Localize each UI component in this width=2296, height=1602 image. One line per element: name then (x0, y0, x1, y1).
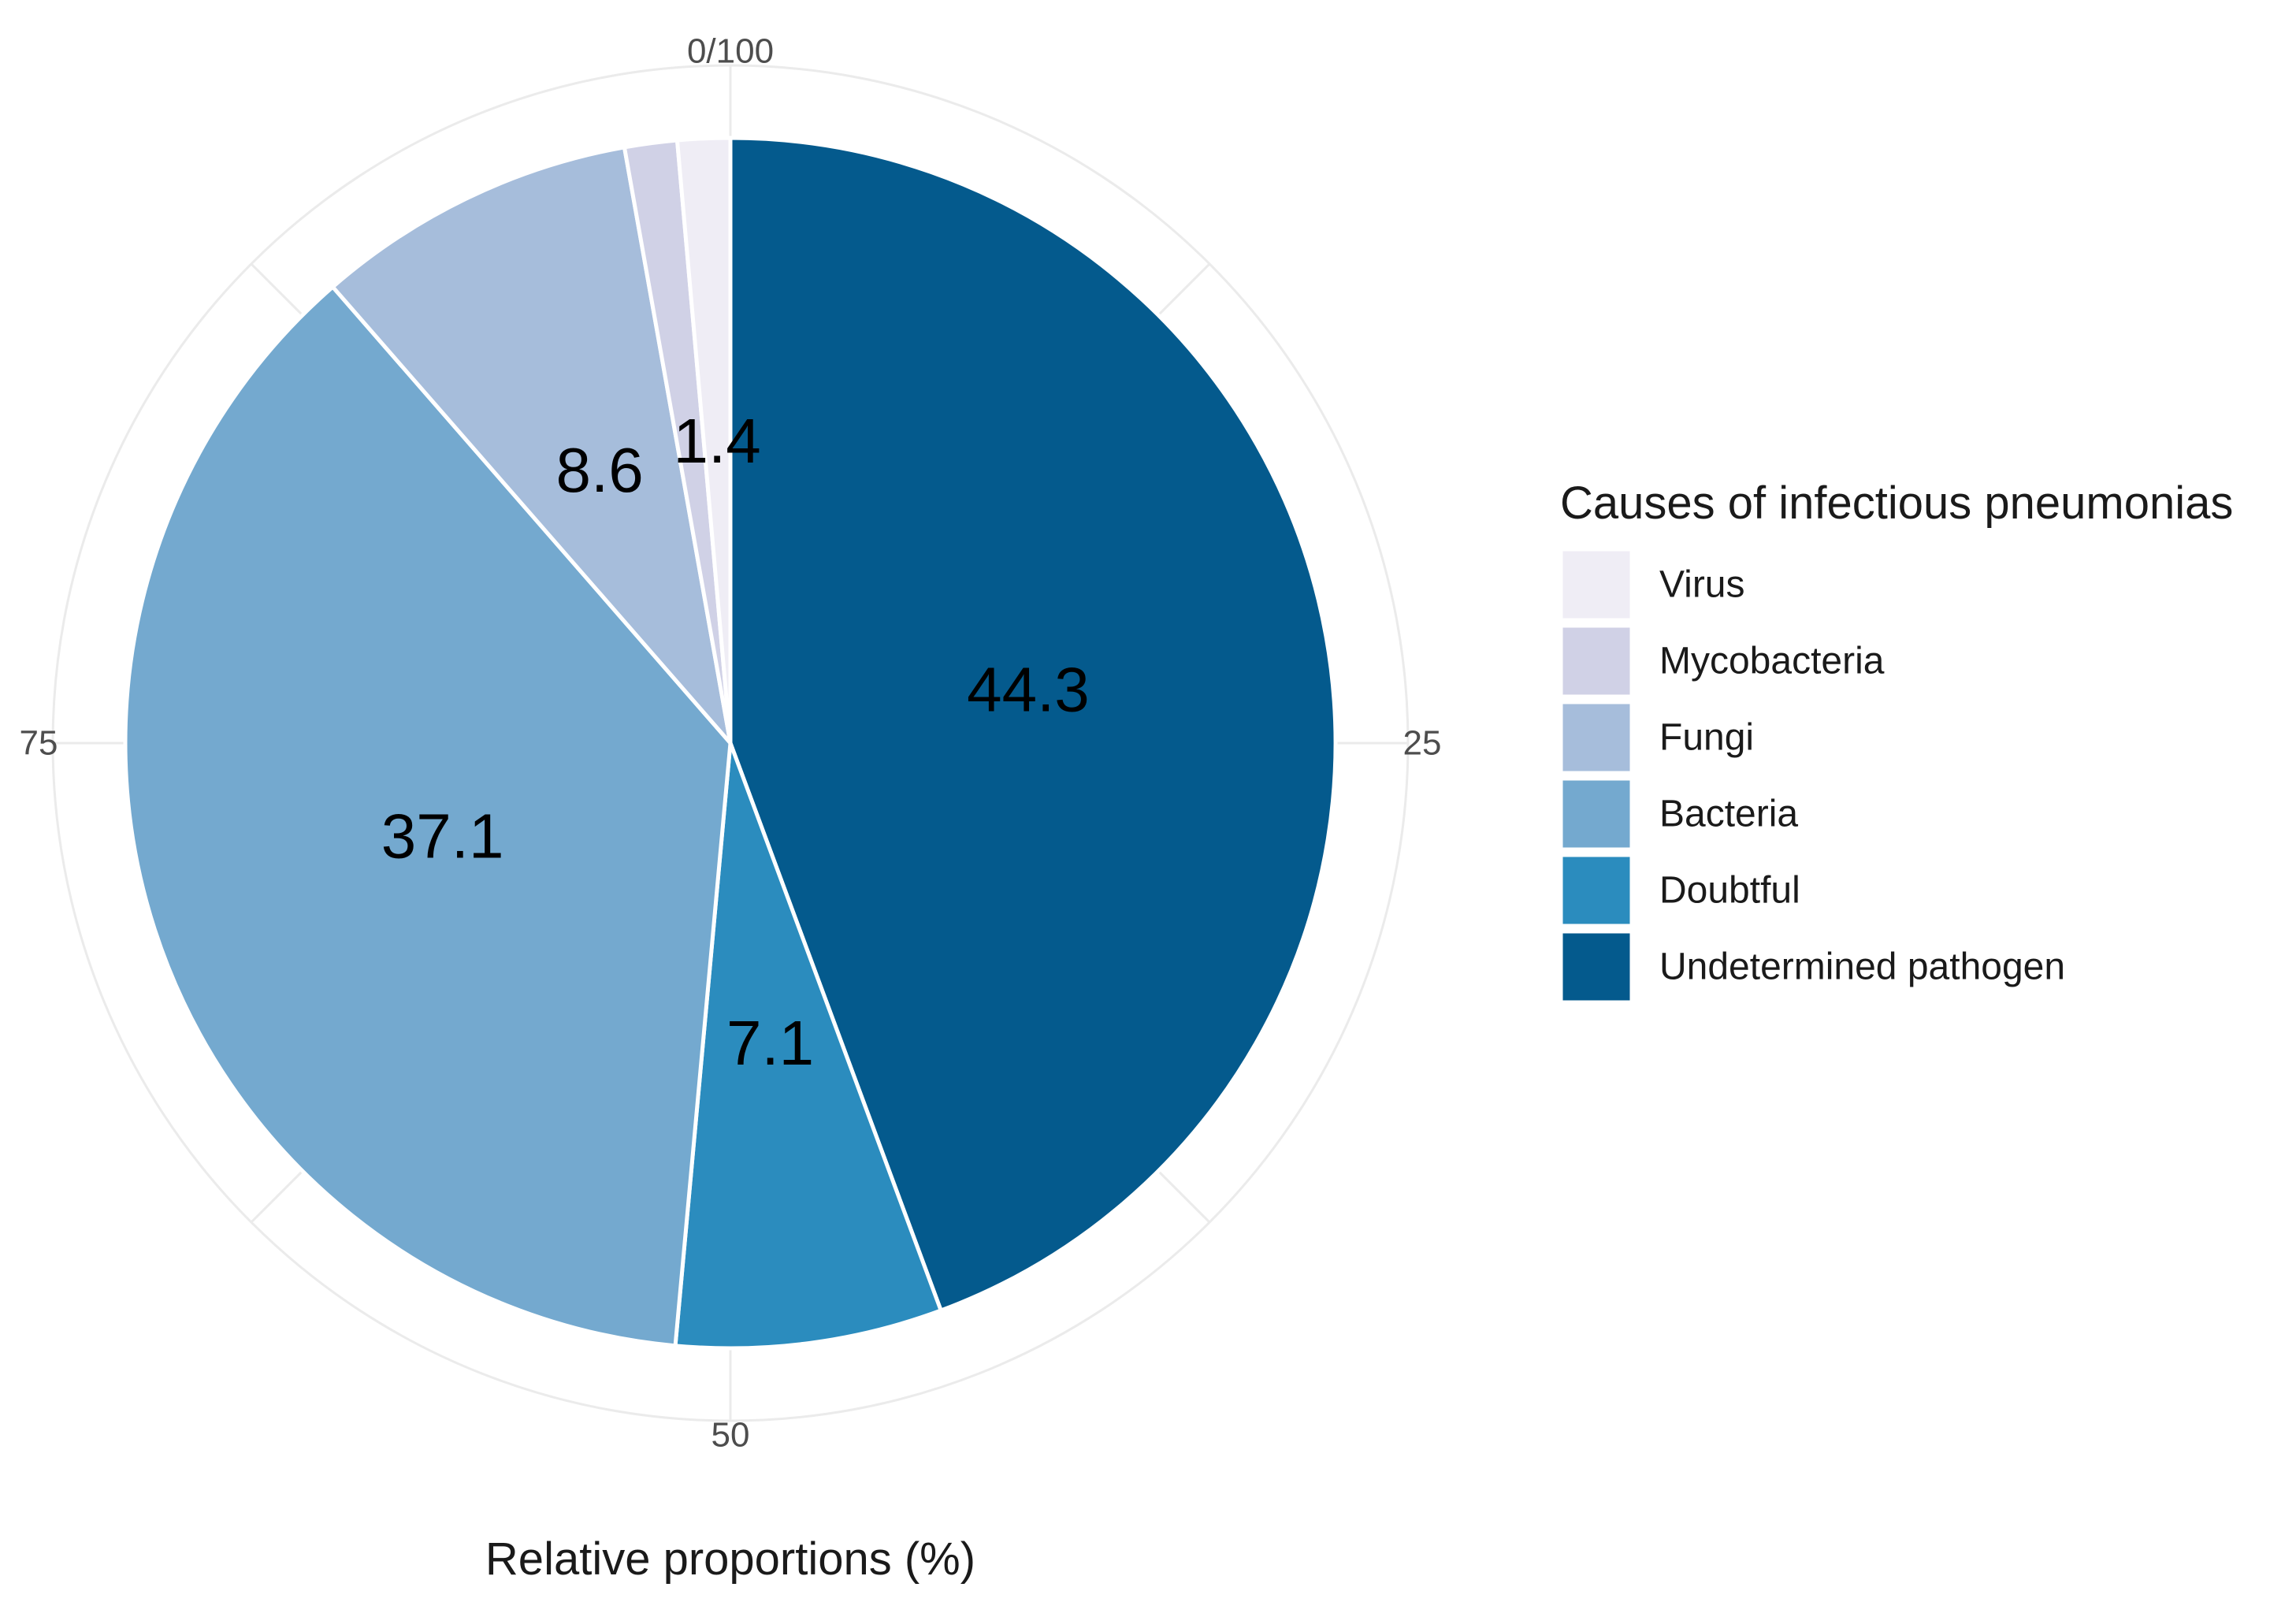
legend-key-bacteria (1560, 778, 1633, 850)
legend-key-mycobacteria (1560, 625, 1633, 697)
legend-key-fungi (1560, 701, 1633, 774)
angle-tick-label: 75 (20, 724, 58, 763)
legend-label-bacteria: Bacteria (1659, 794, 1798, 835)
legend: Causes of infectious pneumonias Virus Myc… (1560, 478, 2233, 1003)
legend-label-doubtful: Doubtful (1659, 870, 1800, 912)
slice-undetermined-pathogen (728, 136, 1338, 1314)
angle-tick-label: 25 (1403, 724, 1442, 763)
angle-tick-label: 0/100 (687, 32, 774, 71)
x-axis-title: Relative proportions (%) (485, 1533, 975, 1585)
angle-tick-labels: 0/100 25 50 75 (20, 32, 1442, 1455)
slice-label-fungi: 8.6 (556, 435, 644, 505)
slice-doubtful (673, 742, 944, 1351)
slice-label-undetermined-pathogen: 44.3 (967, 655, 1090, 725)
slice-bacteria (123, 284, 733, 1348)
legend-label-fungi: Fungi (1659, 717, 1754, 759)
angle-tick-label: 50 (711, 1416, 750, 1455)
legend-label-virus: Virus (1659, 564, 1745, 606)
legend-title: Causes of infectious pneumonias (1560, 478, 2233, 529)
slice-virus (674, 136, 733, 744)
slice-label-doubtful: 7.1 (726, 1008, 814, 1078)
legend-label-mycobacteria: Mycobacteria (1659, 641, 1885, 682)
slice-label-virus: 1.4 (673, 406, 760, 476)
legend-label-undetermined-pathogen: Undetermined pathogen (1659, 946, 2065, 988)
slice-fungi (329, 144, 734, 750)
legend-key-virus (1560, 548, 1633, 621)
legend-key-undetermined-pathogen (1560, 931, 1633, 1003)
slice-labels: 44.3 7.1 37.1 8.6 1.4 (381, 406, 1090, 1078)
pie-slices (123, 136, 1338, 1351)
legend-key-doubtful (1560, 854, 1633, 927)
slice-label-bacteria: 37.1 (381, 801, 504, 872)
